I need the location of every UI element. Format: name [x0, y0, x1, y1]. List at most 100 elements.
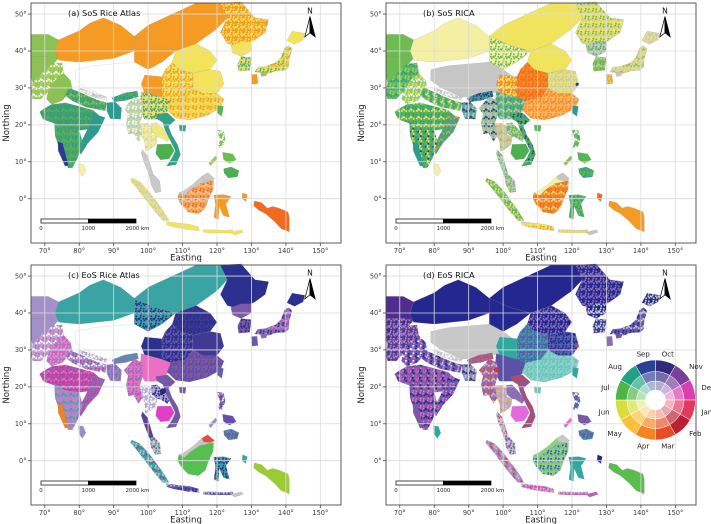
region-borneo_ne	[201, 434, 215, 443]
x-tick-label: 80°	[428, 247, 440, 255]
region-jp_kyushu	[605, 336, 614, 347]
map-panel-b: 70° 80° 90° 100° 110° 120° 130° 140° 150° 50° 40° 3…	[357, 1, 697, 262]
region-malaysia	[504, 174, 517, 193]
x-tick-label: 130°	[598, 509, 614, 517]
region-xinjiang	[54, 279, 135, 325]
region-jp_shikoku	[615, 333, 623, 339]
region-xinjiang	[54, 17, 135, 63]
north-arrow-label: N	[662, 7, 668, 16]
region-india_south	[409, 383, 438, 431]
y-tick-label: 30°	[15, 346, 27, 354]
y-tick-label: 0°	[374, 195, 382, 203]
region-korea_s	[592, 56, 607, 72]
region-sulawesi	[213, 194, 232, 220]
region-palawan	[208, 155, 218, 167]
region-bangladesh	[106, 101, 122, 120]
x-tick-label: 90°	[108, 247, 120, 255]
axis-ticks: 70° 80° 90° 100° 110° 120° 130° 140° 150° 50° 40° 3…	[15, 272, 328, 517]
x-tick-label: 140°	[278, 509, 294, 517]
x-tick-label: 120°	[209, 509, 225, 517]
region-vietnam	[510, 374, 536, 429]
legend-month-sep: Sep	[637, 351, 651, 359]
graticule	[31, 265, 341, 505]
scale-bar-label: 1000	[437, 226, 451, 232]
region-bangladesh	[106, 363, 122, 382]
region-malaysia	[504, 436, 517, 455]
scale-bar-label: 0	[39, 226, 43, 232]
region-timor	[230, 491, 244, 498]
region-korea_s	[592, 318, 607, 334]
y-tick-label: 40°	[15, 47, 27, 55]
scale-bar-label: 2000 km	[126, 488, 150, 494]
scale-bar-label: 1000	[82, 488, 96, 494]
map-dot	[575, 82, 579, 86]
region-northeast	[220, 1, 269, 48]
y-tick-label: 50°	[370, 272, 382, 280]
region-india_south	[409, 121, 438, 169]
region-south_cn	[521, 87, 580, 121]
region-palawan	[563, 155, 573, 167]
x-tick-label: 70°	[39, 247, 51, 255]
x-tick-label: 110°	[530, 247, 546, 255]
region-jp_honshu	[254, 45, 293, 74]
north-arrow-icon: N	[659, 269, 671, 300]
scale-bar: 0 1000 2000 km	[39, 480, 150, 494]
region-myanmar	[478, 96, 499, 142]
legend-month-mar: Mar	[661, 442, 674, 450]
map-dot	[493, 367, 499, 373]
y-tick-label: 20°	[15, 121, 27, 129]
x-tick-label: 140°	[633, 509, 649, 517]
region-jp_shikoku	[260, 71, 268, 77]
region-mindanao	[223, 428, 240, 441]
region-new_guinea	[608, 200, 645, 233]
x-tick-label: 70°	[394, 247, 406, 255]
y-tick-label: 40°	[15, 309, 27, 317]
region-northeast	[220, 263, 269, 310]
scale-bar: 0 1000 2000 km	[394, 480, 504, 494]
legend-month-apr: Apr	[637, 442, 649, 450]
north-arrow-label: N	[307, 269, 313, 278]
x-tick-label: 140°	[278, 247, 294, 255]
region-jp_kyushu	[605, 74, 614, 85]
region-jp_honshu	[609, 307, 648, 336]
x-tick-label: 90°	[463, 247, 475, 255]
graticule	[31, 3, 341, 243]
region-myanmar	[123, 358, 144, 404]
y-tick-label: 10°	[370, 420, 382, 428]
region-new_guinea	[608, 462, 645, 495]
region-cambodia	[510, 405, 530, 423]
region-halmahera	[241, 454, 248, 464]
x-tick-label: 100°	[495, 247, 511, 255]
region-jp_hokkaido	[641, 292, 660, 307]
map-regions	[30, 1, 305, 236]
region-lesser_sunda	[203, 491, 233, 496]
x-tick-label: 80°	[428, 509, 440, 517]
north-arrow-label: N	[307, 7, 313, 16]
y-tick-label: 40°	[370, 47, 382, 55]
region-malaysia	[149, 174, 162, 193]
x-tick-label: 150°	[312, 509, 328, 517]
x-tick-label: 140°	[633, 247, 649, 255]
panel-title: (c) EoS Rice Atlas	[68, 270, 140, 280]
region-jp_honshu	[609, 45, 648, 74]
region-lesser_sunda	[203, 229, 233, 234]
region-northeast	[575, 263, 624, 310]
region-sumatra	[485, 177, 525, 221]
region-myanmar	[478, 358, 499, 404]
legend-month-jan: Jan	[700, 409, 711, 417]
y-tick-label: 30°	[15, 84, 27, 92]
x-tick-label: 130°	[243, 509, 259, 517]
y-axis-label: Northing	[357, 366, 367, 403]
wheel-sector-sep	[635, 359, 656, 376]
y-tick-label: 30°	[370, 84, 382, 92]
region-luzon	[216, 129, 226, 148]
x-tick-label: 110°	[530, 509, 546, 517]
region-sulawesi	[568, 194, 587, 220]
plot-border	[30, 2, 342, 244]
region-jp_honshu	[254, 307, 293, 336]
region-kerala	[412, 141, 424, 167]
map-regions	[385, 1, 660, 236]
x-tick-label: 130°	[598, 247, 614, 255]
region-kerala	[412, 403, 424, 429]
